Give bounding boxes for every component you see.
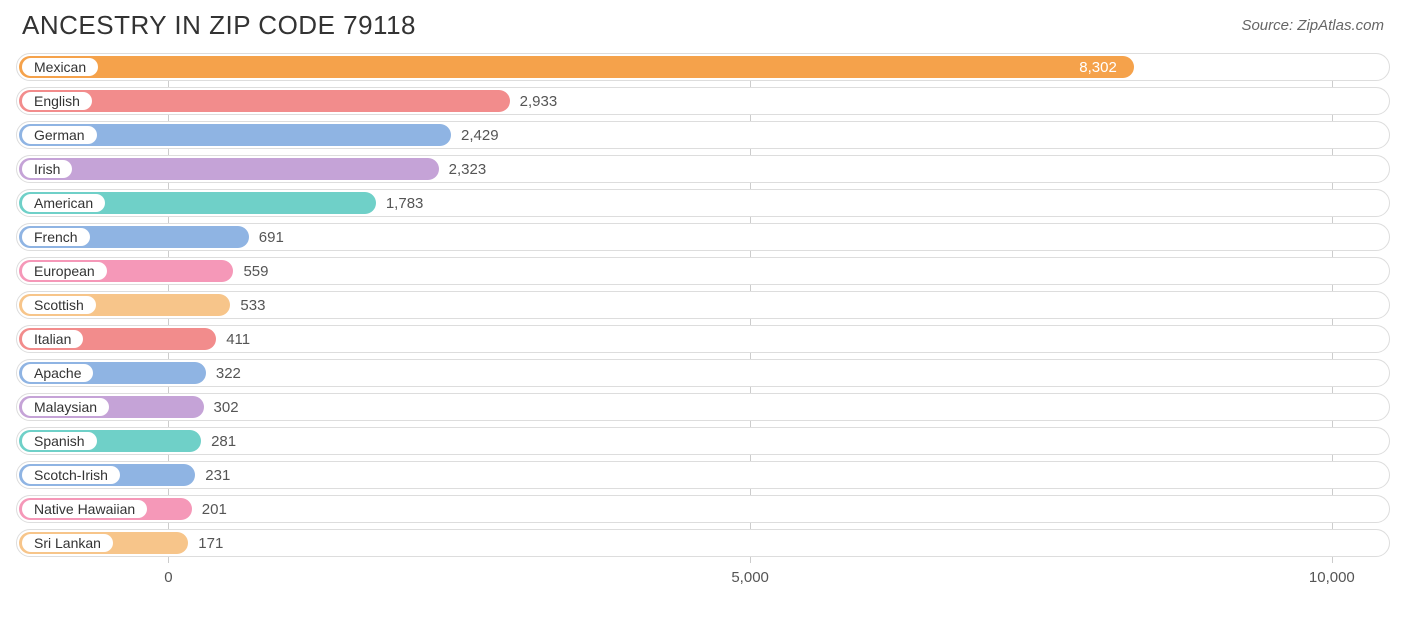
value-label: 533 [240,291,265,319]
bar-rows: Mexican 8,302 English 2,933 German 2,429 Irish… [16,53,1390,557]
chart-header: ANCESTRY IN ZIP CODE 79118 Source: ZipAt… [0,0,1406,47]
bar-row: German 2,429 [16,121,1390,149]
category-pill: European [22,262,107,280]
value-label: 2,323 [449,155,487,183]
category-pill: German [22,126,97,144]
category-pill: English [22,92,92,110]
bar-fill [19,56,1134,78]
chart-source: Source: ZipAtlas.com [1241,17,1384,34]
bar-row: Scottish 533 [16,291,1390,319]
bar-row: French 691 [16,223,1390,251]
x-axis-tick-label: 0 [164,569,172,586]
x-axis-tick-label: 10,000 [1309,569,1355,586]
category-pill: Mexican [22,58,98,76]
category-pill: Scottish [22,296,96,314]
bar-row: Irish 2,323 [16,155,1390,183]
bar-fill [19,90,510,112]
x-axis-tick-label: 5,000 [731,569,769,586]
category-pill: Sri Lankan [22,534,113,552]
value-label: 1,783 [386,189,424,217]
bar-row: Sri Lankan 171 [16,529,1390,557]
value-label: 2,933 [520,87,558,115]
category-pill: Spanish [22,432,97,450]
category-pill: American [22,194,105,212]
value-label: 171 [198,529,223,557]
bar-row: Scotch-Irish 231 [16,461,1390,489]
value-label: 302 [214,393,239,421]
bar-row: Italian 411 [16,325,1390,353]
value-label: 231 [205,461,230,489]
chart-title: ANCESTRY IN ZIP CODE 79118 [22,10,416,41]
bar-row: English 2,933 [16,87,1390,115]
value-label: 201 [202,495,227,523]
chart-area: Mexican 8,302 English 2,933 German 2,429 Irish… [16,53,1390,591]
category-pill: Italian [22,330,83,348]
bar-row: Malaysian 302 [16,393,1390,421]
bar-row: Spanish 281 [16,427,1390,455]
value-label: 8,302 [1079,53,1117,81]
bar-fill [19,158,439,180]
bar-row: Mexican 8,302 [16,53,1390,81]
value-label: 322 [216,359,241,387]
value-label: 691 [259,223,284,251]
category-pill: Malaysian [22,398,109,416]
category-pill: Native Hawaiian [22,500,147,518]
x-axis: 0 5,000 10,000 [16,563,1390,591]
value-label: 281 [211,427,236,455]
bar-row: Apache 322 [16,359,1390,387]
category-pill: Apache [22,364,93,382]
bar-row: European 559 [16,257,1390,285]
category-pill: French [22,228,90,246]
value-label: 411 [226,325,250,353]
value-label: 2,429 [461,121,499,149]
category-pill: Scotch-Irish [22,466,120,484]
bar-row: American 1,783 [16,189,1390,217]
value-label: 559 [243,257,268,285]
bar-track [16,325,1390,353]
category-pill: Irish [22,160,72,178]
bar-row: Native Hawaiian 201 [16,495,1390,523]
